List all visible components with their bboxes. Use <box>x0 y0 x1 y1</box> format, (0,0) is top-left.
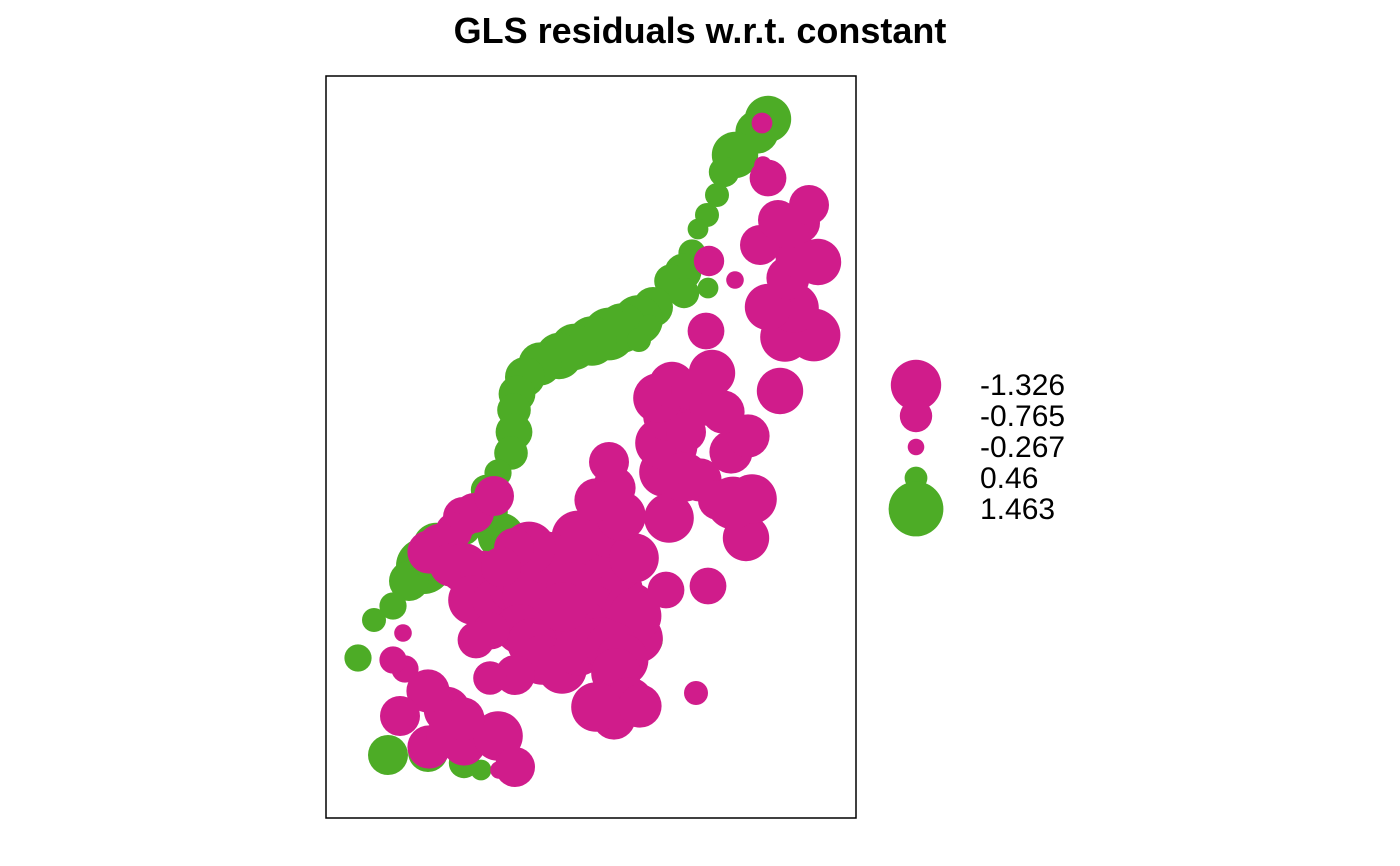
residual-point <box>441 697 485 741</box>
residual-point <box>754 156 772 174</box>
residual-point <box>618 684 662 728</box>
residual-point <box>706 476 760 530</box>
residual-point <box>481 547 521 587</box>
residual-point <box>368 735 408 775</box>
residual-point <box>693 245 725 277</box>
legend-label: -0.765 <box>980 400 1065 433</box>
residual-point <box>473 661 507 695</box>
residual-point <box>751 112 773 134</box>
residual-point <box>574 478 618 522</box>
residual-point <box>495 747 535 787</box>
residual-point <box>647 571 685 609</box>
residual-point <box>684 681 708 705</box>
residual-point <box>406 669 450 713</box>
residual-point <box>705 183 729 207</box>
residual-point <box>687 218 709 240</box>
residual-point <box>726 271 744 289</box>
residual-point <box>789 185 829 225</box>
residual-point <box>538 582 588 632</box>
residual-point <box>638 314 660 336</box>
residual-point <box>689 567 727 605</box>
legend-label: 1.463 <box>980 493 1055 526</box>
residual-point <box>644 493 694 543</box>
residual-point <box>379 592 407 620</box>
residual-point <box>697 277 719 299</box>
residual-point <box>794 238 842 286</box>
residual-point <box>380 696 420 736</box>
residual-point <box>666 412 706 452</box>
legend-symbol <box>907 438 925 456</box>
residual-point <box>474 476 514 516</box>
residual-point <box>708 156 740 188</box>
legend-label: 0.46 <box>980 462 1038 495</box>
legend-label: -0.267 <box>980 431 1065 464</box>
residual-point <box>701 390 745 434</box>
residual-point <box>362 608 386 632</box>
chart-title: GLS residuals w.r.t. constant <box>453 10 947 51</box>
legend-label: -1.326 <box>980 369 1065 402</box>
residual-point <box>589 442 629 482</box>
legend-symbol <box>888 481 944 537</box>
residual-point <box>756 367 804 415</box>
residual-point <box>457 621 495 659</box>
residual-point <box>688 349 736 397</box>
residual-point <box>668 277 700 309</box>
residual-point <box>571 682 621 732</box>
residual-point <box>470 759 492 781</box>
legend-symbol <box>899 399 933 433</box>
residual-point <box>609 533 659 583</box>
residual-point <box>687 312 725 350</box>
residual-point <box>394 624 412 642</box>
residual-point <box>344 644 372 672</box>
residual-point <box>379 646 407 674</box>
data-points <box>344 95 842 787</box>
legend-symbol <box>890 359 942 411</box>
plot-frame <box>325 75 857 819</box>
